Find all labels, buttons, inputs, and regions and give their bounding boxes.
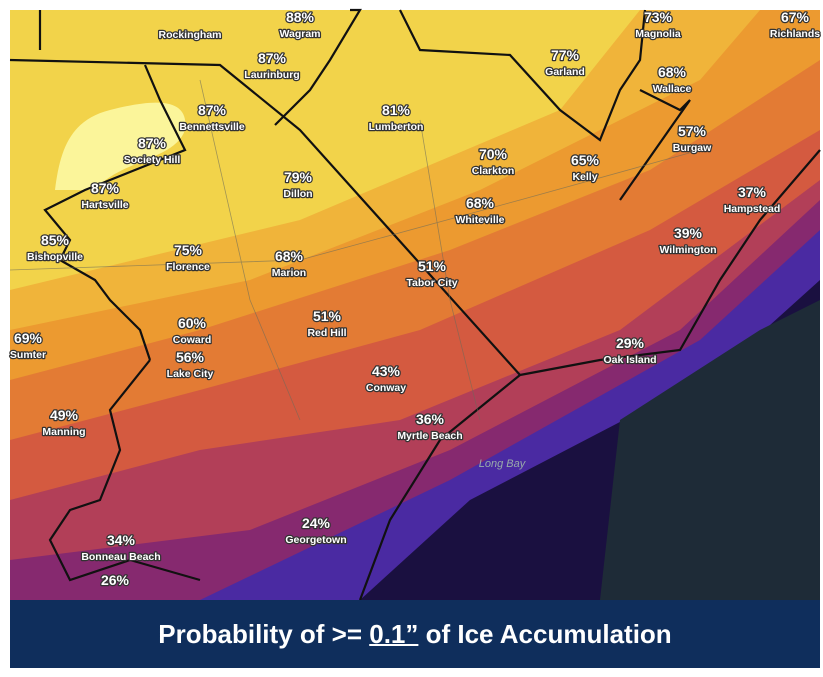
place-label: Sumter [10, 349, 46, 361]
percent-label: 81% [382, 102, 411, 118]
percent-label: 26% [101, 572, 130, 588]
percent-label: 88% [286, 9, 315, 25]
band [55, 102, 186, 190]
percent-label: 69% [14, 330, 43, 346]
place-label: Burgaw [673, 142, 712, 154]
place-label: Bonneau Beach [81, 551, 160, 563]
place-label: Society Hill [124, 154, 181, 166]
percent-label: 37% [738, 184, 767, 200]
percent-label: 29% [616, 335, 645, 351]
percent-label: 65% [571, 152, 600, 168]
percent-label: 75% [174, 242, 203, 258]
percent-label: 70% [479, 146, 508, 162]
place-label: Lake City [167, 368, 214, 380]
place-label: Myrtle Beach [397, 430, 462, 442]
title: Probability of >= [158, 618, 370, 649]
place-label: Clarkton [472, 165, 515, 177]
place-label: Bennettsville [179, 121, 245, 133]
percent-label: 60% [178, 315, 207, 331]
place-label: Marion [272, 267, 306, 279]
roads [9, 79, 701, 421]
ocean [600, 300, 820, 600]
percent-label: 87% [91, 180, 120, 196]
place-label: Coward [173, 334, 212, 346]
percent-label: 39% [674, 225, 703, 241]
percent-label: 77% [551, 47, 580, 63]
place-label: Laurinburg [244, 69, 299, 81]
place-label: Hampstead [724, 203, 781, 215]
place-label: Magnolia [635, 28, 681, 40]
percent-label: 87% [198, 102, 227, 118]
percent-label: 85% [41, 232, 70, 248]
percent-label: 51% [418, 258, 447, 274]
place-label: Kelly [572, 171, 597, 183]
place-label: Rockingham [158, 29, 221, 41]
place-label: Manning [42, 426, 85, 438]
place-label: Oak Island [603, 354, 656, 366]
percent-label: 43% [372, 363, 401, 379]
water-label: Long Bay [479, 458, 527, 470]
percent-label: 87% [138, 135, 167, 151]
place-label: Garland [545, 66, 585, 78]
place-label: Wagram [279, 28, 320, 40]
percent-label: 68% [466, 195, 495, 211]
place-label: Richlands [770, 28, 820, 40]
place-label: Bishopville [27, 251, 83, 263]
percent-label: 68% [658, 64, 687, 80]
banner: Probability of >= 0.1” of Ice Accumulati… [10, 600, 820, 668]
place-label: Hartsville [81, 199, 128, 211]
place-label: Florence [166, 261, 210, 273]
percent-label: 68% [275, 248, 304, 264]
percent-label: 49% [50, 407, 79, 423]
place-label: Georgetown [285, 534, 346, 546]
map: Rockingham 88% Wagram 87% Laurinburg 73% Magno… [9, 8, 821, 601]
percent-label: 51% [313, 308, 342, 324]
percent-label: 79% [284, 169, 313, 185]
percent-label: 56% [176, 349, 205, 365]
percent-label: 24% [302, 515, 331, 531]
title: of Ice Accumulation [418, 618, 672, 649]
percent-label: 36% [416, 411, 445, 427]
place-label: Whiteville [455, 214, 504, 226]
percent-label: 87% [258, 50, 287, 66]
place-label: Conway [366, 382, 406, 394]
place-label: Wilmington [659, 244, 716, 256]
title-emphasis: 0.1” [369, 618, 419, 649]
borders [9, 8, 821, 601]
place-label: Tabor City [406, 277, 457, 289]
place-label: Red Hill [307, 327, 346, 339]
percent-label: 34% [107, 532, 136, 548]
percent-label: 73% [644, 9, 673, 25]
place-label: Dillon [283, 188, 312, 200]
place-label: Lumberton [369, 121, 424, 133]
place-label: Wallace [653, 83, 692, 95]
percent-label: 57% [678, 123, 707, 139]
percent-label: 67% [781, 9, 810, 25]
